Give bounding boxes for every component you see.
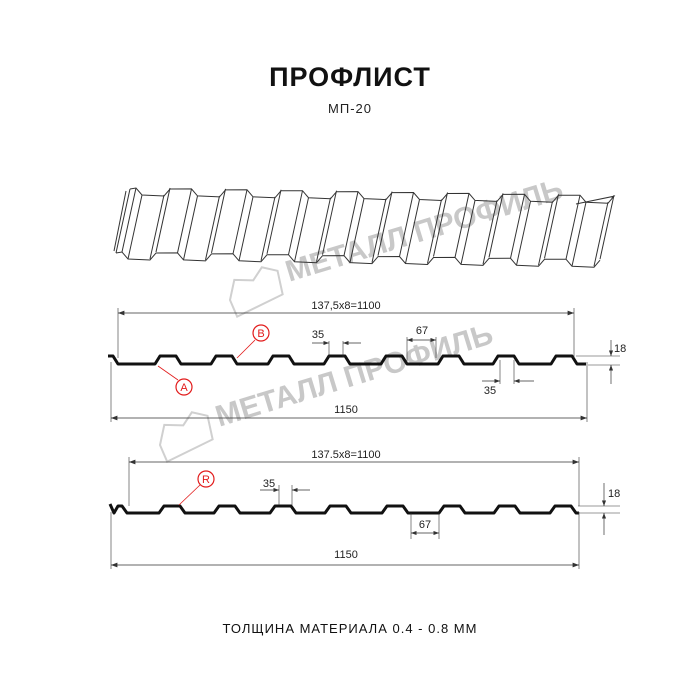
page-title: ПРОФЛИСТ: [269, 62, 431, 92]
sheet-edge: [510, 194, 525, 259]
watermark-2: МЕТАЛЛ ПРОФИЛЬ: [158, 318, 497, 463]
gap-dimension: 67: [416, 325, 428, 337]
sheet-edge: [454, 193, 470, 258]
sheet-edge: [115, 251, 601, 268]
sheet-edge: [232, 189, 248, 254]
sheet-edge: [377, 191, 393, 256]
sheet-edge: [183, 195, 198, 261]
profile-section-2: 137.5x8=1100 1150 35 67 18 R: [108, 449, 620, 569]
sheet-edge: [433, 192, 448, 257]
sheet-edge: [294, 197, 309, 262]
sheet-edge: [405, 199, 420, 264]
rib-top-dimension: 35: [263, 478, 275, 490]
marker-b: [252, 324, 270, 342]
rib-top-dimension: 35: [312, 329, 324, 341]
sheet-edge: [427, 199, 442, 264]
page-subtitle: МП-20: [328, 101, 372, 116]
sheet-edge: [121, 187, 137, 253]
sheet-edge: [266, 189, 282, 254]
sheet-edge: [482, 200, 498, 265]
sheet-edge: [544, 194, 559, 259]
marker-a: [175, 378, 193, 396]
sheet-edge: [571, 202, 587, 267]
sheet-edge: [349, 198, 365, 263]
profile-line-2: [108, 503, 579, 515]
profile-3d-view: [113, 187, 616, 268]
sheet-edge: [565, 195, 581, 260]
sheet-edge: [113, 190, 127, 252]
profile-section-1: 137,5x8=1100 1150 35 67 35 18 B A: [108, 300, 626, 422]
pitch-dimension: 137,5x8=1100: [311, 300, 380, 312]
sheet-edge: [127, 194, 143, 260]
sheet-edge: [115, 188, 131, 254]
sheet-edge: [593, 202, 609, 267]
marker-b-label: B: [257, 328, 264, 340]
width-dimension: 1150: [334, 404, 358, 416]
sheet-edge: [149, 194, 165, 260]
sheet-edge: [316, 197, 331, 262]
sheet-edge: [238, 196, 254, 261]
sheet-edge: [322, 190, 337, 255]
width-dimension: 1150: [334, 549, 358, 561]
sheet-edge: [288, 190, 303, 255]
marker-r-label: R: [202, 474, 210, 486]
gap-dimension: 67: [419, 519, 431, 531]
sheet-edge: [371, 198, 387, 263]
sheet-edge: [538, 201, 553, 266]
rib-bottom-dimension: 35: [484, 385, 496, 397]
sheet-edge: [488, 193, 504, 258]
sheet-edge: [211, 188, 226, 254]
sheet-edge: [399, 192, 414, 257]
sheet-edge: [599, 195, 615, 260]
marker-r: [197, 470, 215, 488]
sheet-edge: [260, 196, 276, 261]
sheet-edge: [155, 187, 171, 253]
sheet-edge: [205, 195, 220, 261]
sheet-edge: [177, 188, 192, 254]
height-dimension: 18: [614, 343, 626, 355]
sheet-edge: [516, 201, 531, 266]
pitch-dimension: 137.5x8=1100: [311, 449, 380, 461]
material-thickness: ТОЛЩИНА МАТЕРИАЛА 0.4 - 0.8 ММ: [222, 621, 478, 636]
marker-a-label: A: [180, 382, 188, 394]
sheet-edge: [343, 191, 359, 256]
sheet-edge: [129, 187, 616, 205]
profile-line-1: [108, 354, 586, 366]
height-dimension: 18: [608, 488, 620, 500]
sheet-edge: [460, 200, 476, 265]
